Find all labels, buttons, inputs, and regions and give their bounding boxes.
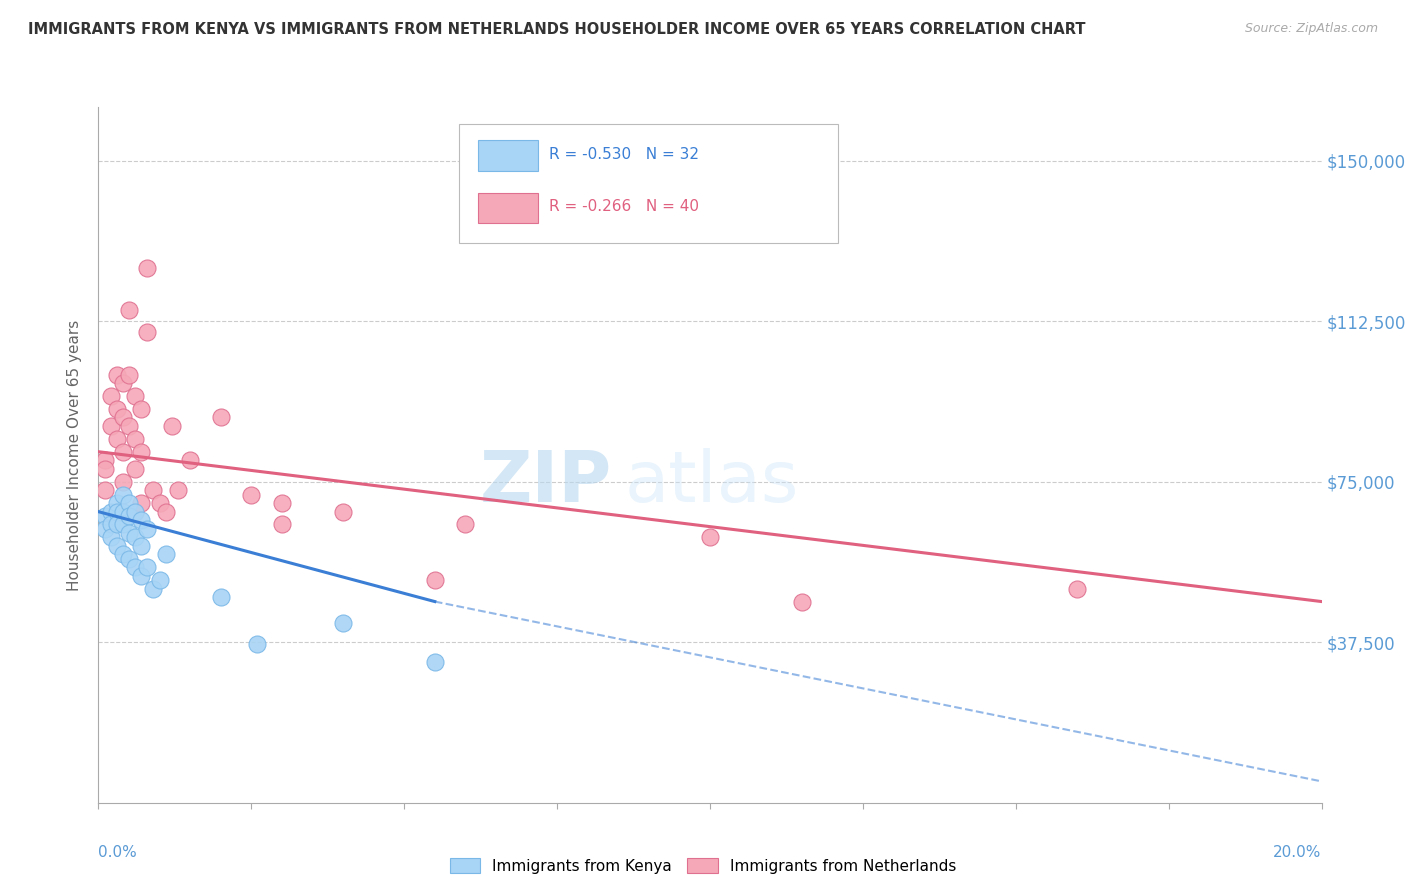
Point [167, 483, 190, 498]
Point [136, 260, 159, 275]
Point [100, 517, 122, 532]
Point [332, 615, 354, 630]
Point [111, 444, 134, 458]
Point [100, 505, 122, 519]
Point [93, 483, 115, 498]
Point [93, 462, 115, 476]
Point [124, 560, 146, 574]
Point [129, 513, 152, 527]
Point [105, 401, 128, 416]
Point [179, 453, 201, 467]
Point [118, 551, 141, 566]
Point [124, 389, 146, 403]
Point [124, 530, 146, 544]
Point [454, 517, 477, 532]
Point [111, 517, 134, 532]
Point [93, 453, 115, 467]
Point [124, 432, 146, 446]
Point [100, 419, 122, 434]
Point [142, 483, 165, 498]
Text: atlas: atlas [624, 449, 799, 517]
Text: Source: ZipAtlas.com: Source: ZipAtlas.com [1244, 22, 1378, 36]
Point [790, 594, 813, 608]
Text: 20.0%: 20.0% [1274, 845, 1322, 860]
Legend: Immigrants from Kenya, Immigrants from Netherlands: Immigrants from Kenya, Immigrants from N… [443, 852, 963, 880]
Point [118, 303, 141, 318]
Point [332, 505, 354, 519]
Point [423, 655, 446, 669]
Point [699, 530, 721, 544]
Point [93, 522, 115, 536]
Point [105, 432, 128, 446]
Point [149, 496, 172, 510]
Point [100, 530, 122, 544]
Point [209, 591, 232, 605]
Point [118, 526, 141, 541]
Text: ZIP: ZIP [479, 449, 612, 517]
Point [111, 475, 134, 489]
Point [160, 419, 183, 434]
Point [423, 573, 446, 587]
Point [124, 505, 146, 519]
Point [111, 410, 134, 425]
Point [246, 637, 269, 651]
Point [136, 560, 159, 574]
Point [118, 496, 141, 510]
Point [111, 376, 134, 391]
Point [270, 517, 292, 532]
Point [129, 496, 152, 510]
Point [240, 487, 263, 501]
Text: 0.0%: 0.0% [98, 845, 138, 860]
Text: R = -0.266   N = 40: R = -0.266 N = 40 [548, 199, 699, 214]
Text: IMMIGRANTS FROM KENYA VS IMMIGRANTS FROM NETHERLANDS HOUSEHOLDER INCOME OVER 65 : IMMIGRANTS FROM KENYA VS IMMIGRANTS FROM… [28, 22, 1085, 37]
Point [118, 368, 141, 382]
Point [111, 505, 134, 519]
FancyBboxPatch shape [478, 193, 537, 223]
FancyBboxPatch shape [478, 140, 537, 171]
Point [105, 539, 128, 553]
Point [111, 487, 134, 501]
Point [209, 410, 232, 425]
Point [129, 401, 152, 416]
Point [155, 505, 177, 519]
Point [149, 573, 172, 587]
Point [270, 496, 292, 510]
Point [136, 522, 159, 536]
Point [124, 505, 146, 519]
Point [105, 505, 128, 519]
Point [124, 462, 146, 476]
Point [118, 419, 141, 434]
Y-axis label: Householder Income Over 65 years: Householder Income Over 65 years [67, 319, 83, 591]
Point [136, 325, 159, 339]
Point [105, 368, 128, 382]
Point [142, 582, 165, 596]
Text: R = -0.530   N = 32: R = -0.530 N = 32 [548, 147, 699, 161]
Point [105, 496, 128, 510]
Point [129, 539, 152, 553]
Point [111, 548, 134, 562]
Point [105, 517, 128, 532]
Point [129, 444, 152, 458]
Point [129, 569, 152, 583]
Point [1066, 582, 1088, 596]
Point [100, 389, 122, 403]
Point [155, 548, 177, 562]
Point [93, 508, 115, 523]
Point [118, 508, 141, 523]
FancyBboxPatch shape [460, 124, 838, 243]
